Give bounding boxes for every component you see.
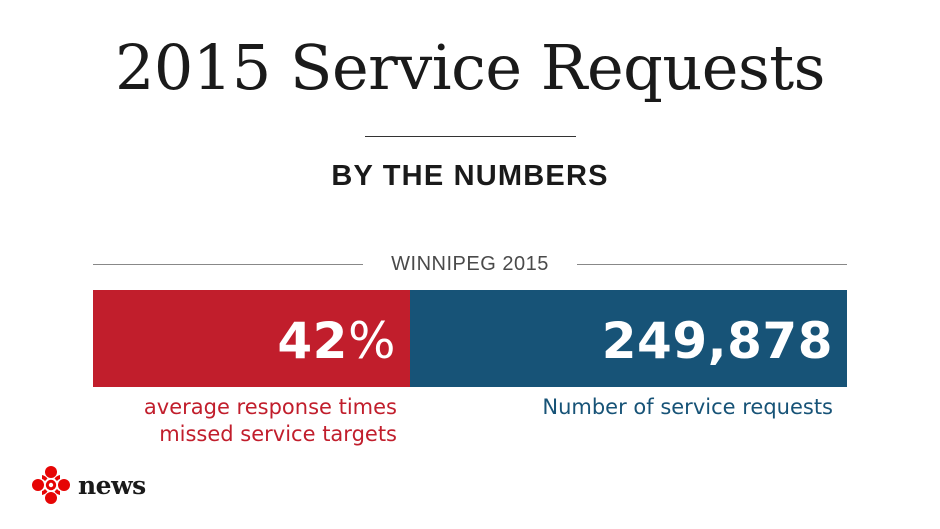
stat-value-number: 42 [277,312,348,370]
stat-value-percent: 42% [277,316,396,366]
logo-wordmark: news [78,470,146,500]
section-label: WINNIPEG 2015 [391,253,549,275]
stat-value-requests: 249,878 [601,312,833,370]
page-title: 2015 Service Requests [114,31,826,104]
stat-caption-response-targets: average response times missed service ta… [93,394,397,448]
page-subtitle: BY THE NUMBERS [331,160,609,192]
cbc-news-logo: news [30,465,146,505]
title-divider [365,136,576,137]
section-divider-left [93,264,363,265]
stat-bar-response-targets: 42% [93,290,410,387]
stat-bar-service-requests: 249,878 [410,290,847,387]
section-divider-right [577,264,847,265]
stat-value-unit: % [347,312,396,370]
stat-caption-line: missed service targets [159,422,397,446]
stat-caption-service-requests: Number of service requests [542,395,833,419]
stat-caption-line: average response times [143,395,397,419]
cbc-gem-icon [32,466,70,504]
